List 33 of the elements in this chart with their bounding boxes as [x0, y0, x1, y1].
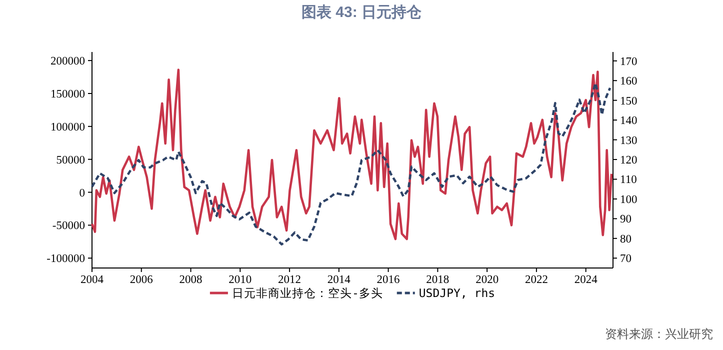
legend-label: 日元非商业持仓：空头-多头	[232, 286, 383, 300]
y2-tick-label: 120	[620, 154, 638, 167]
text: 资料来源：兴业研究	[605, 327, 713, 341]
y2-tick-label: 80	[620, 233, 632, 246]
y-tick-label: 50000	[56, 154, 86, 166]
x-tick-label: 2012	[278, 274, 302, 286]
x-tick-label: 2018	[426, 274, 450, 286]
y-tick-label: 100000	[50, 121, 86, 134]
y-tick-label: 200000	[50, 56, 86, 68]
x-tick-label: 2006	[130, 274, 154, 286]
y2-tick-label: 100	[620, 194, 638, 206]
y2-tick-label: 170	[620, 56, 638, 68]
y2-tick-label: 160	[620, 76, 638, 88]
x-tick-label: 2022	[524, 274, 548, 286]
y-tick-label: -50000	[52, 220, 86, 232]
y2-tick-label: 70	[620, 253, 632, 266]
x-tick-label: 2024	[574, 274, 598, 286]
y-tick-label: 0	[79, 187, 86, 200]
x-tick-label: 2020	[476, 274, 499, 286]
x-tick-label: 2008	[179, 274, 203, 286]
y-tick-label: 150000	[50, 88, 86, 100]
y2-tick-label: 140	[620, 115, 638, 128]
x-tick-label: 2014	[327, 274, 351, 286]
y2-tick-label: 90	[620, 214, 632, 226]
x-tick-label: 2010	[228, 274, 252, 286]
y2-tick-label: 110	[620, 174, 638, 186]
chart-title: 图表 43: 日元持仓	[301, 4, 423, 21]
y2-tick-label: 130	[620, 134, 638, 147]
y2-tick-label: 150	[620, 95, 638, 108]
y-tick-label: -100000	[46, 253, 86, 266]
legend-label: USDJPY, rhs	[418, 286, 496, 300]
x-tick-label: 2016	[376, 274, 400, 286]
x-tick-label: 2004	[80, 274, 104, 286]
